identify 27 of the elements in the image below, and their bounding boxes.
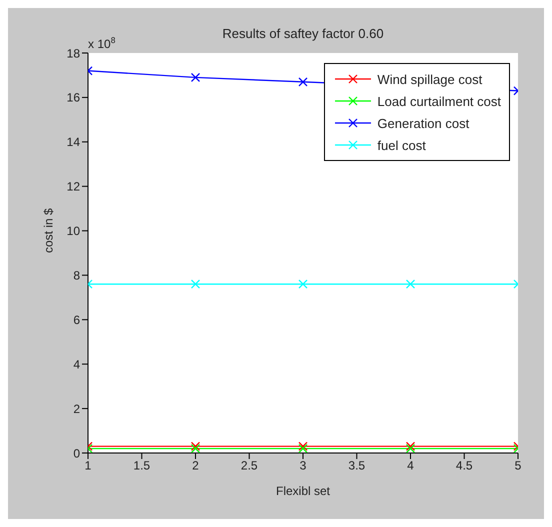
x-tick-label: 4 [407,458,414,473]
y-axis-title: cost in $ [41,208,56,253]
x-tick-label: 3 [300,458,307,473]
x-tick-label: 4.5 [456,458,473,473]
y-tick-label: 8 [73,268,80,282]
x-tick-label: 3.5 [348,458,366,473]
y-tick-label: 6 [73,312,80,327]
x-tick-label: 2.5 [240,458,258,473]
y-tick-label: 14 [66,135,80,150]
chart-title: Results of saftey factor 0.60 [222,26,384,41]
x-tick-label: 5 [514,458,522,473]
x-tick-label: 1.5 [133,458,150,473]
x-axis-title: Flexibl set [276,484,331,498]
y-tick-label: 12 [66,180,80,194]
y-tick-label: 2 [73,402,80,416]
y-tick-label: 10 [66,224,80,238]
legend-label: Generation cost [377,116,470,130]
x-tick-label: 2 [192,458,200,473]
legend-label: fuel cost [377,138,426,152]
y-tick-label: 18 [66,46,80,60]
legend-label: Load curtailment cost [377,94,501,108]
y-tick-label: 4 [73,357,80,372]
legend-label: Wind spillage cost [377,72,482,86]
y-tick-label: 16 [66,90,80,105]
text: x 10$^{8}$ [88,35,116,51]
x-tick-label: 1 [84,458,92,473]
y-tick-label: 0 [73,446,80,460]
